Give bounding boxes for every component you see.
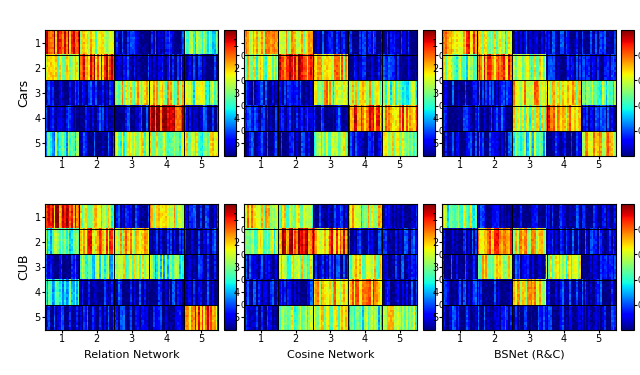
- X-axis label: Relation Network: Relation Network: [84, 350, 179, 360]
- Y-axis label: CUB: CUB: [17, 254, 30, 280]
- Y-axis label: Cars: Cars: [17, 79, 30, 107]
- X-axis label: BSNet (R&C): BSNet (R&C): [494, 350, 564, 360]
- X-axis label: Cosine Network: Cosine Network: [287, 350, 374, 360]
